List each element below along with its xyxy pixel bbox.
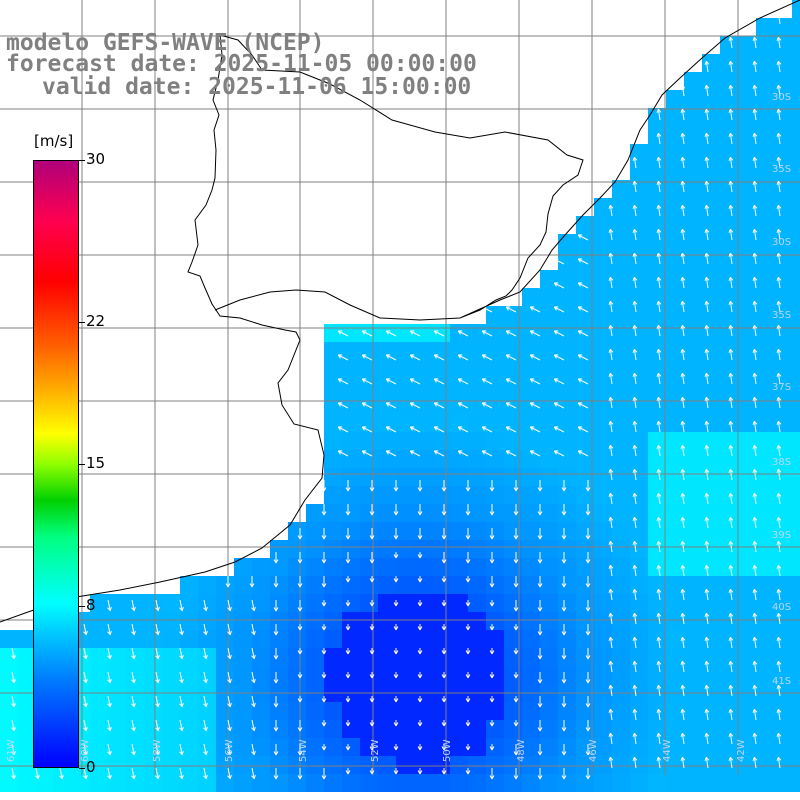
longitude-label: 42W <box>736 739 747 762</box>
longitude-label: 44W <box>662 739 673 762</box>
latitude-label: 35S <box>772 310 791 321</box>
longitude-label: 46W <box>588 739 599 762</box>
colorbar-tick <box>79 605 85 607</box>
latitude-label: 37S <box>772 382 791 393</box>
longitude-label: 54W <box>298 739 309 762</box>
colorbar-tick <box>79 768 85 769</box>
lat-lon-grid <box>0 0 800 775</box>
longitude-labels: 61W 60W 58W 56W 54W 52W 50W 48W 46W 44W 42W <box>6 739 747 762</box>
colorbar-unit: [m/s] <box>34 132 74 150</box>
longitude-label: 60W <box>80 739 91 762</box>
colorbar-tick <box>79 160 85 161</box>
latitude-label: 41S <box>772 676 791 687</box>
colorbar-tick <box>79 322 85 324</box>
colorbar <box>33 160 79 768</box>
colorbar-tick-label: 30 <box>86 150 106 168</box>
wind-vectors <box>11 12 782 780</box>
latitude-label: 40S <box>772 602 791 613</box>
latitude-label: 30S <box>772 237 791 248</box>
longitude-label: 61W <box>6 739 17 762</box>
forecast-date: forecast date: 2025-11-05 00:00:00 <box>6 51 477 77</box>
latitude-label: 30S <box>772 92 791 103</box>
longitude-label: 58W <box>152 739 163 762</box>
latitude-label: 39S <box>772 530 791 541</box>
latitude-labels: 30S 35S 30S 35S 37S 38S 39S 40S 41S <box>772 92 791 687</box>
colorbar-tick-label: 15 <box>86 454 106 472</box>
colorbar-tick-label: 0 <box>86 758 96 776</box>
latitude-label: 38S <box>772 457 791 468</box>
latitude-label: 35S <box>772 164 791 175</box>
coastline <box>0 0 800 623</box>
colorbar-tick <box>79 464 85 465</box>
longitude-label: 48W <box>516 739 527 762</box>
longitude-label: 56W <box>224 739 235 762</box>
longitude-label: 52W <box>370 739 381 762</box>
colorbar-tick-label: 22 <box>86 312 106 331</box>
longitude-label: 50W <box>442 739 453 762</box>
valid-date: valid date: 2025-11-06 15:00:00 <box>42 74 472 100</box>
colorbar-tick-label: 8 <box>86 595 96 614</box>
map-title: modelo GEFS-WAVE (NCEP) <box>6 30 325 56</box>
